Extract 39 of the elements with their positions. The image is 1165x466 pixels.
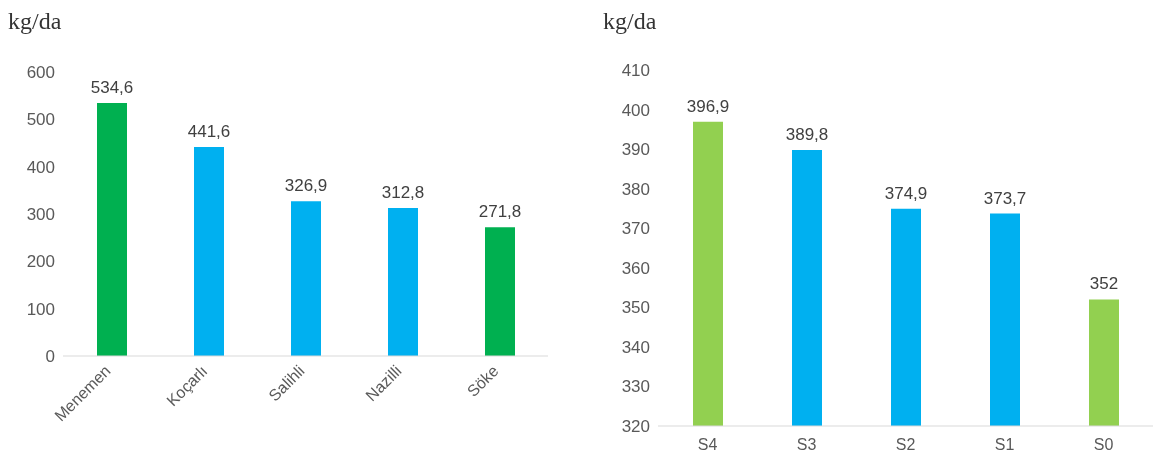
y-tick-label: 100 bbox=[26, 299, 55, 319]
x-tick-label: S1 bbox=[994, 436, 1015, 453]
y-tick-label: 340 bbox=[621, 337, 650, 357]
y-tick-label: 200 bbox=[26, 252, 55, 272]
y-axis-title: kg/da bbox=[8, 8, 62, 35]
y-tick-label: 410 bbox=[621, 61, 650, 81]
bar bbox=[388, 207, 418, 356]
data-label: 396,9 bbox=[686, 96, 730, 116]
bar bbox=[194, 146, 224, 356]
y-tick-label: 370 bbox=[621, 219, 650, 239]
y-tick-label: 390 bbox=[621, 140, 650, 160]
y-tick-label: 330 bbox=[621, 377, 650, 397]
bar bbox=[97, 102, 127, 356]
x-tick-label: S4 bbox=[697, 436, 718, 453]
y-tick-label: 500 bbox=[26, 110, 55, 130]
data-label: 534,6 bbox=[90, 77, 134, 97]
y-tick-label: 400 bbox=[26, 157, 55, 177]
data-label: 441,6 bbox=[187, 121, 231, 141]
data-label: 373,7 bbox=[983, 188, 1027, 208]
data-label: 374,9 bbox=[884, 183, 928, 203]
y-tick-label: 320 bbox=[621, 417, 650, 437]
y-tick-label: 380 bbox=[621, 179, 650, 199]
y-tick-label: 400 bbox=[621, 100, 650, 120]
x-tick-label: S0 bbox=[1093, 436, 1114, 453]
y-tick-label: 0 bbox=[45, 347, 55, 367]
y-tick-label: 300 bbox=[26, 205, 55, 225]
x-tick-label: S2 bbox=[895, 436, 916, 453]
x-tick-label: S3 bbox=[796, 436, 817, 453]
bar bbox=[485, 227, 515, 356]
y-tick-label: 350 bbox=[621, 298, 650, 318]
y-tick-label: 600 bbox=[26, 63, 55, 83]
data-label: 326,9 bbox=[284, 176, 328, 196]
data-label: 352 bbox=[1089, 274, 1119, 294]
data-label: 389,8 bbox=[785, 124, 829, 144]
y-axis-title: kg/da bbox=[603, 8, 657, 35]
data-label: 312,8 bbox=[381, 182, 425, 202]
y-tick-label: 360 bbox=[621, 258, 650, 278]
bar bbox=[291, 201, 321, 356]
data-label: 271,8 bbox=[478, 202, 522, 222]
